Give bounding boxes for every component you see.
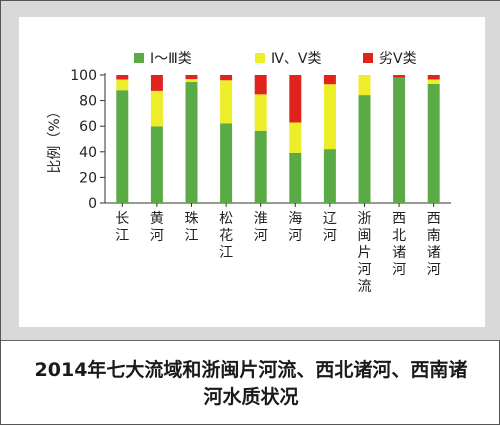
bar-segment-2 [150, 90, 163, 127]
bar-segment-3 [323, 75, 336, 85]
bar-segment-2 [427, 79, 440, 84]
caption-text: 2014年七大流域和浙闽片河流、西北诸河、西南诸河水质状况 [34, 358, 468, 408]
bar-segment-2 [254, 94, 267, 131]
bar-segment-3 [116, 75, 129, 80]
bar-segment-3 [220, 75, 233, 81]
y-axis-title: 比例（%） [47, 104, 63, 173]
bar-segment-1 [254, 130, 267, 203]
legend-label-2: Ⅳ、Ⅴ类 [271, 51, 322, 67]
x-tick-label: 珠江 [185, 211, 199, 244]
bar-segment-1 [358, 95, 371, 203]
legend-label-1: Ⅰ～Ⅲ类 [150, 51, 192, 67]
y-tick-label: 0 [88, 196, 97, 212]
bar-segment-3 [427, 75, 440, 80]
x-tick-label: 浙闽片河流 [358, 211, 372, 295]
bar-segment-1 [116, 90, 129, 203]
x-tick-label: 海河 [288, 211, 302, 244]
x-tick-label: 西南诸河 [427, 211, 441, 278]
y-tick-label: 40 [79, 145, 97, 161]
bar-segment-2 [289, 122, 302, 153]
bar-segment-1 [150, 126, 163, 203]
legend-label-3: 劣Ⅴ类 [379, 51, 417, 67]
bar-segment-2 [116, 79, 129, 91]
x-tick-label: 辽河 [323, 211, 337, 244]
bar-segment-3 [150, 75, 163, 91]
y-tick-label: 20 [79, 170, 97, 186]
x-tick-label: 长江 [115, 211, 129, 244]
x-tick-label: 西北诸河 [392, 211, 406, 278]
bar-segment-1 [220, 123, 233, 203]
bar-segment-2 [185, 79, 198, 83]
bar-segment-3 [289, 75, 302, 123]
x-tick-label: 松花江 [219, 211, 233, 261]
y-tick-label: 100 [70, 68, 97, 84]
bar-segment-1 [185, 82, 198, 203]
legend-swatch-1 [134, 53, 144, 63]
bar-segment-1 [427, 83, 440, 203]
bar-segment-2 [358, 75, 371, 96]
bar-segment-3 [393, 75, 406, 78]
bar-segment-2 [220, 80, 233, 124]
legend-swatch-3 [363, 53, 373, 63]
legend-swatch-2 [255, 53, 265, 63]
x-tick-label: 黄河 [150, 210, 164, 244]
chart-panel: 0 20 40 60 80 100 比例（%） 长江 黄河 珠江 松花江 淮河 海河 辽河 浙闽片河流 西北诸… [19, 17, 485, 327]
x-tick-label: 淮河 [254, 211, 268, 244]
bar-segment-1 [289, 152, 302, 203]
figure-background: 0 20 40 60 80 100 比例（%） 长江 黄河 珠江 松花江 淮河 海河 辽河 浙闽片河流 西北诸… [1, 1, 500, 341]
figure-caption: 2014年七大流域和浙闽片河流、西北诸河、西南诸河水质状况 [1, 341, 500, 426]
bar-segment-1 [323, 149, 336, 203]
bar-segment-3 [185, 75, 198, 80]
y-tick-label: 80 [79, 94, 97, 110]
bar-segment-2 [323, 84, 336, 150]
bar-segment-1 [393, 77, 406, 203]
bar-segment-3 [254, 75, 267, 95]
y-tick-label: 60 [79, 119, 97, 135]
